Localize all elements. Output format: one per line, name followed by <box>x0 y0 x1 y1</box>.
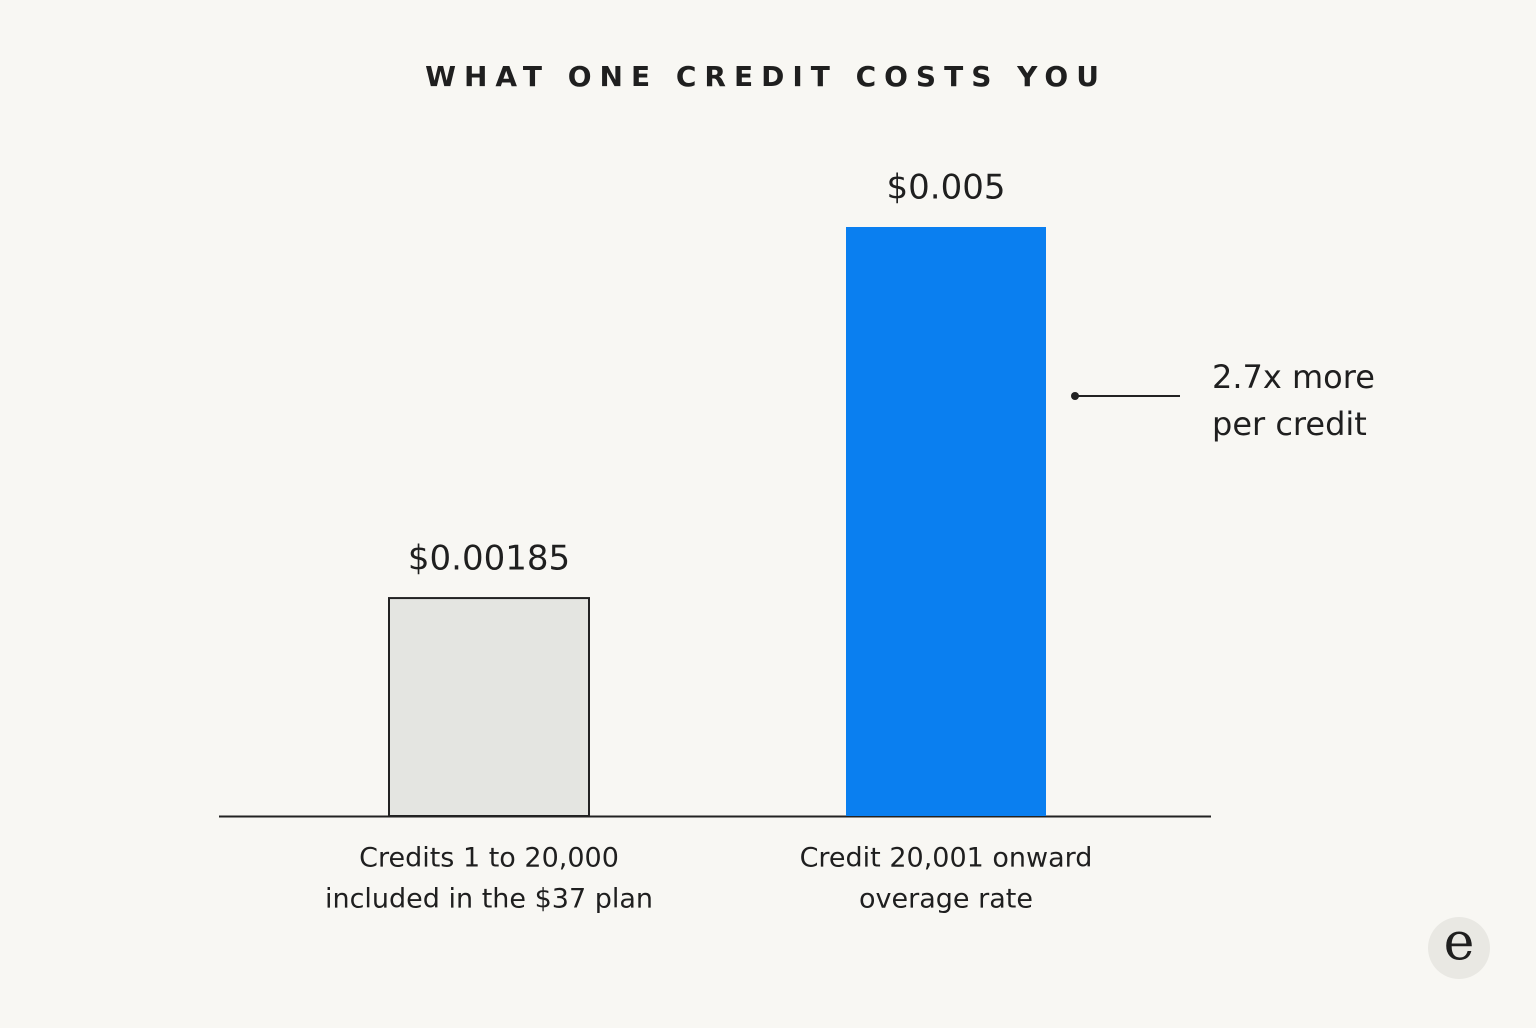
annotation-dot <box>1071 392 1079 400</box>
value-label: $0.005 <box>887 168 1006 208</box>
logo-badge <box>1428 917 1490 979</box>
x-tick-label: Credit 20,001 onward <box>800 843 1093 874</box>
bar <box>846 227 1046 816</box>
x-tick-label: overage rate <box>859 884 1033 915</box>
chart-title: WHAT ONE CREDIT COSTS YOU <box>425 60 1107 93</box>
logo: e <box>1444 913 1475 973</box>
x-tick-label: Credits 1 to 20,000 <box>359 843 619 874</box>
annotation: per credit <box>1212 405 1367 443</box>
x-tick-label: included in the $37 plan <box>325 884 653 915</box>
annotation: 2.7x more <box>1212 358 1375 396</box>
value-label: $0.00185 <box>408 539 570 579</box>
bar <box>388 597 590 817</box>
